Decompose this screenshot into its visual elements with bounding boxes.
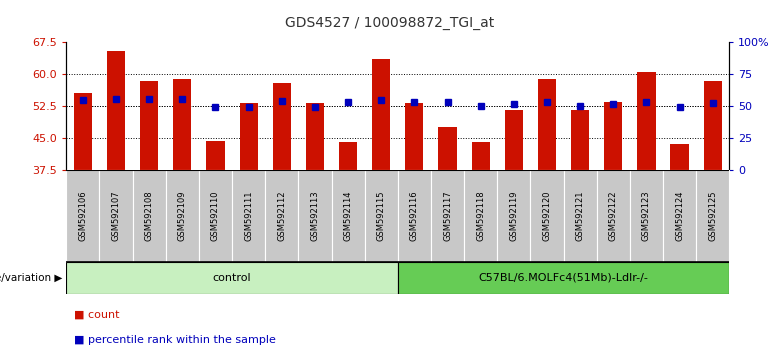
Text: C57BL/6.MOLFc4(51Mb)-Ldlr-/-: C57BL/6.MOLFc4(51Mb)-Ldlr-/- [479,273,648,283]
Bar [431,170,464,262]
Bar [364,170,398,262]
Bar [597,170,629,262]
Bar [339,142,357,170]
Bar [265,170,298,262]
Bar [498,170,530,262]
Bar [165,170,199,262]
Bar [133,170,166,262]
Bar [538,79,556,170]
Bar [173,79,191,170]
Text: GSM592125: GSM592125 [708,191,718,241]
Text: GSM592121: GSM592121 [576,191,585,241]
Bar [74,93,92,170]
Text: GSM592111: GSM592111 [244,191,254,241]
Bar [604,102,622,170]
Text: GSM592108: GSM592108 [144,190,154,241]
Bar [398,262,729,294]
Text: ■ percentile rank within the sample: ■ percentile rank within the sample [74,335,276,345]
Bar [704,81,722,170]
Bar [100,170,133,262]
Bar [207,142,225,170]
Bar [505,110,523,170]
Text: GSM592122: GSM592122 [608,191,618,241]
Text: GSM592114: GSM592114 [343,191,353,241]
Bar [398,170,431,262]
Bar [332,170,364,262]
Text: GSM592106: GSM592106 [78,190,87,241]
Text: GSM592117: GSM592117 [443,190,452,241]
Bar [232,170,265,262]
Text: GSM592113: GSM592113 [310,190,320,241]
Bar [239,103,257,170]
Bar [406,103,424,170]
Bar [66,262,398,294]
Bar [273,83,291,170]
Bar [563,170,597,262]
Text: GSM592107: GSM592107 [112,190,121,241]
Text: GSM592123: GSM592123 [642,190,651,241]
Text: GSM592112: GSM592112 [277,191,286,241]
Text: GSM592120: GSM592120 [542,191,551,241]
Bar [671,144,689,170]
Text: GSM592119: GSM592119 [509,191,519,241]
Text: GSM592109: GSM592109 [178,191,187,241]
Bar [696,170,729,262]
Bar [107,51,125,170]
Bar [663,170,696,262]
Bar [298,170,331,262]
Text: control: control [213,273,251,283]
Bar [199,170,232,262]
Text: GSM592124: GSM592124 [675,191,684,241]
Bar [472,142,490,170]
Text: GSM592115: GSM592115 [377,191,386,241]
Text: ■ count: ■ count [74,310,119,320]
Bar [637,72,655,170]
Text: genotype/variation ▶: genotype/variation ▶ [0,273,62,283]
Bar [66,170,100,262]
Bar [464,170,498,262]
Bar [630,170,663,262]
Bar [306,103,324,170]
Bar [438,127,456,170]
Text: GSM592118: GSM592118 [476,190,485,241]
Bar [140,81,158,170]
Bar [372,59,390,170]
Bar [571,110,589,170]
Text: GDS4527 / 100098872_TGI_at: GDS4527 / 100098872_TGI_at [285,16,495,30]
Text: GSM592110: GSM592110 [211,191,220,241]
Bar [530,170,563,262]
Text: GSM592116: GSM592116 [410,190,419,241]
